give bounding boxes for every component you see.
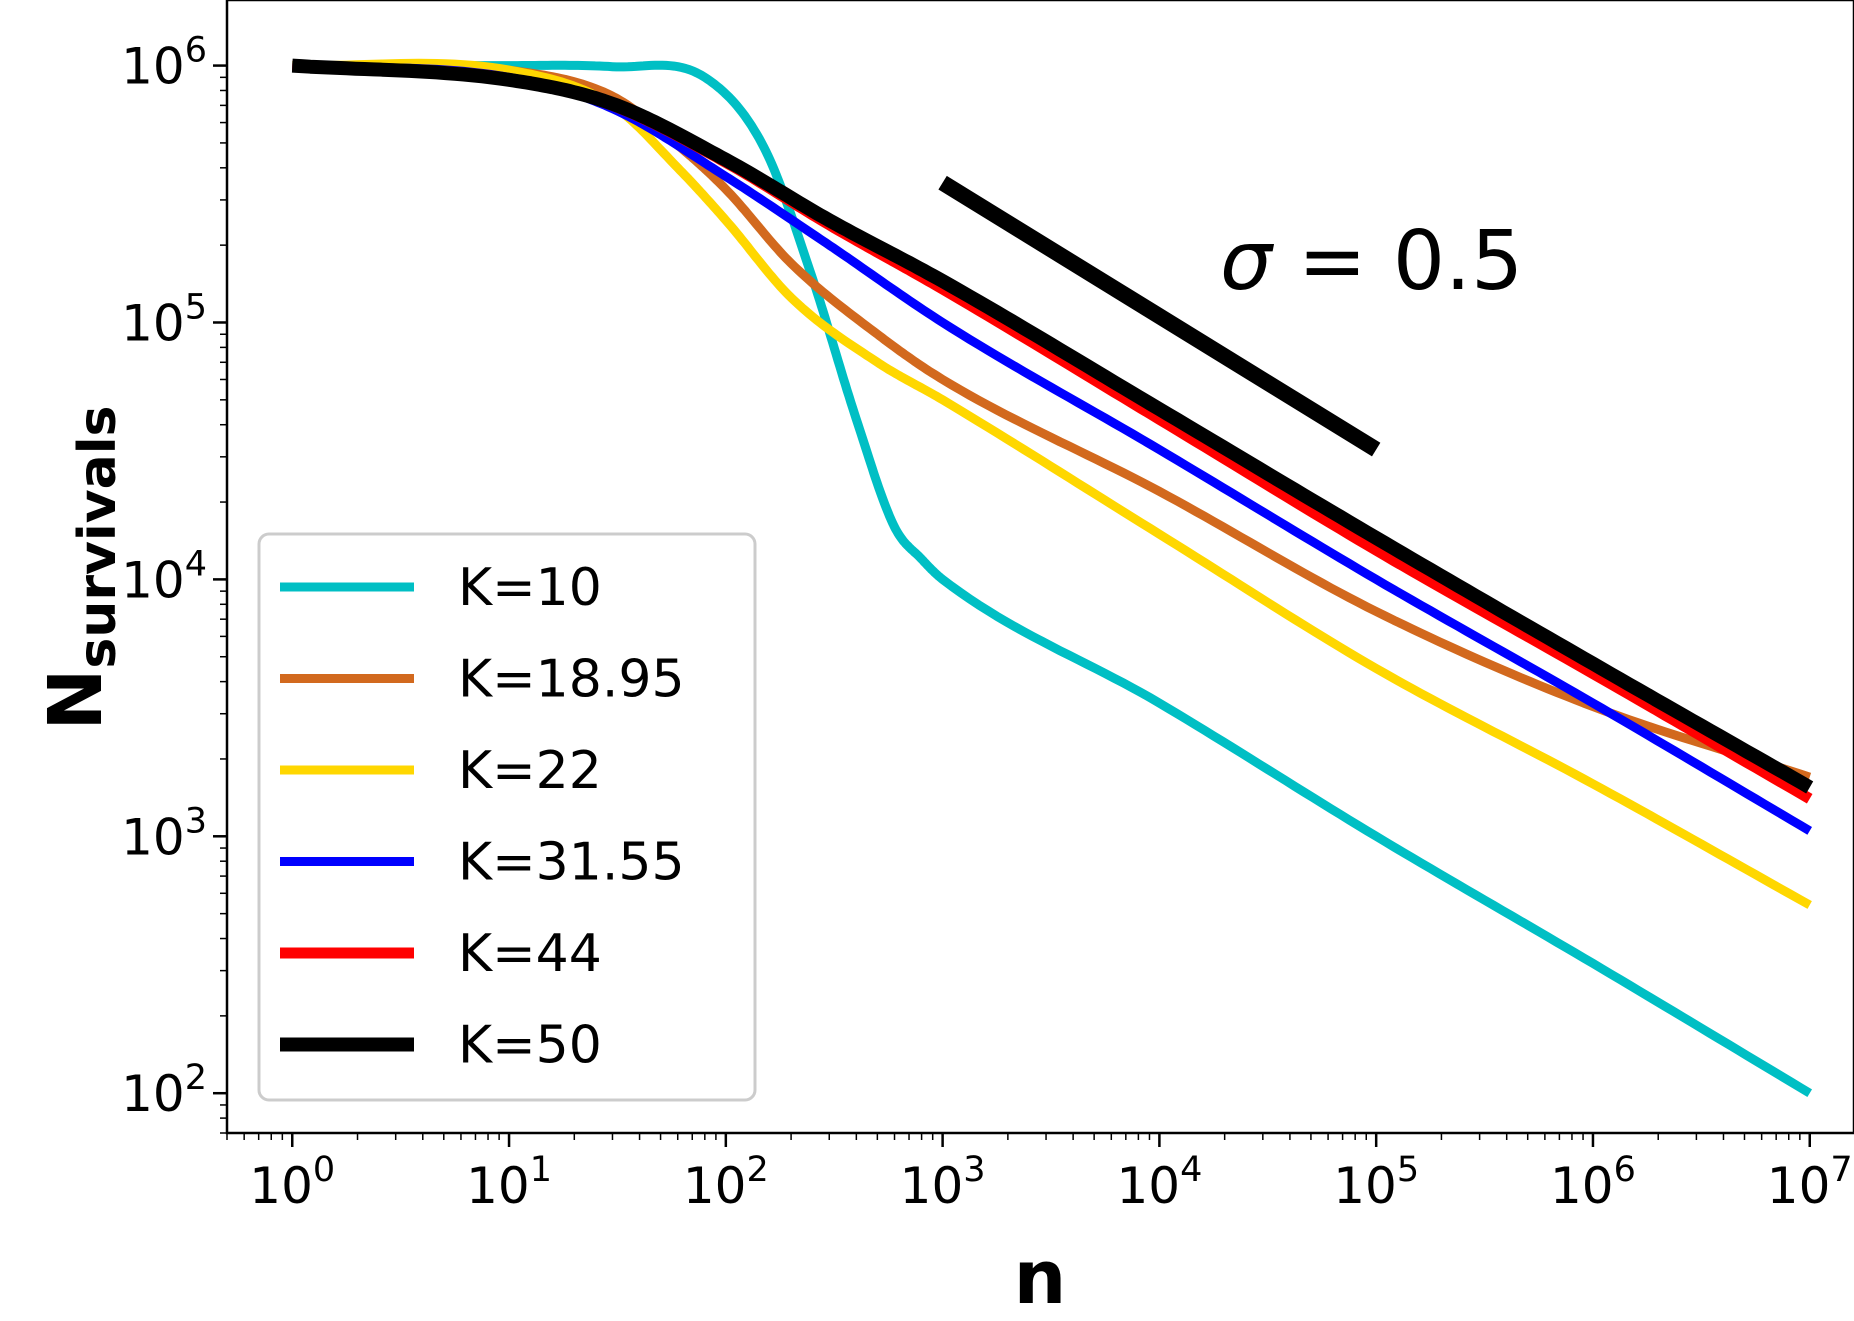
series-line-K=10: [292, 60, 1813, 1098]
y-tick-label-base: 10: [121, 38, 185, 96]
legend-label: K=31.55: [458, 833, 685, 893]
x-tick-label-exp: 3: [963, 1150, 985, 1190]
series-layer: [291, 58, 1814, 1098]
x-tick-label-exp: 7: [1830, 1150, 1852, 1190]
x-tick-label: 105: [1333, 1150, 1419, 1215]
x-tick-label: 103: [900, 1150, 986, 1215]
plot-frame: [225, 0, 1854, 1135]
y-tick-label-base: 10: [121, 294, 185, 352]
y-tick-label-exp: 6: [185, 31, 207, 71]
y-tick-label-exp: 4: [185, 544, 207, 584]
y-tick-label: 102: [121, 1058, 207, 1123]
x-tick-label: 101: [466, 1150, 552, 1215]
x-tick-label-base: 10: [1116, 1157, 1180, 1215]
x-tick-label-exp: 2: [746, 1150, 768, 1190]
y-tick-label-exp: 5: [185, 287, 207, 327]
y-axis-label: Nsurvivals: [33, 405, 128, 730]
x-tick-label: 100: [249, 1150, 335, 1215]
x-tick-label-exp: 1: [530, 1150, 552, 1190]
x-tick-label-base: 10: [249, 1157, 313, 1215]
legend-label: K=50: [458, 1016, 602, 1076]
legend-label: K=22: [458, 741, 602, 801]
legend-label: K=10: [458, 558, 602, 618]
x-tick-label-base: 10: [1333, 1157, 1397, 1215]
legend-label: K=18.95: [458, 650, 685, 710]
y-tick-label-exp: 3: [185, 801, 207, 841]
x-tick-label-exp: 6: [1614, 1150, 1636, 1190]
x-tick-label-base: 10: [900, 1157, 964, 1215]
x-axis-ticks: 100 101 102 103 104 105 106 107: [249, 1133, 1853, 1215]
series-line-K=50: [291, 58, 1814, 794]
sigma-symbol: σ: [1220, 214, 1272, 309]
y-tick-label-exp: 2: [185, 1058, 207, 1098]
y-axis-label-subscript: survivals: [68, 405, 128, 669]
y-tick-label: 105: [121, 287, 207, 352]
x-tick-label: 106: [1550, 1150, 1636, 1215]
x-tick-label-exp: 4: [1180, 1150, 1202, 1190]
y-tick-label: 103: [121, 801, 207, 866]
x-tick-label: 107: [1767, 1150, 1853, 1215]
series-line-K=18.95: [292, 60, 1812, 782]
legend: K=10 K=18.95 K=22 K=31.55 K=44 K=50: [257, 532, 757, 1102]
y-tick-label-base: 10: [121, 551, 185, 609]
sigma-value: = 0.5: [1271, 214, 1524, 309]
x-tick-label-base: 10: [466, 1157, 530, 1215]
x-tick-label: 102: [683, 1150, 769, 1215]
y-tick-label: 104: [121, 544, 207, 609]
x-tick-label-base: 10: [1550, 1157, 1614, 1215]
y-tick-label: 106: [121, 31, 207, 96]
reference-slope-line: [938, 175, 1381, 457]
x-tick-label-exp: 5: [1397, 1150, 1419, 1190]
x-axis-label: n: [1013, 1235, 1067, 1321]
sigma-annotation: σ = 0.5: [1220, 221, 1523, 303]
x-tick-label-exp: 0: [313, 1150, 335, 1190]
x-tick-label-base: 10: [683, 1157, 747, 1215]
legend-label: K=44: [458, 924, 602, 984]
x-tick-label: 104: [1116, 1150, 1202, 1215]
y-tick-label-base: 10: [121, 808, 185, 866]
y-tick-label-base: 10: [121, 1065, 185, 1123]
y-axis-label-main: N: [33, 668, 119, 731]
x-tick-label-base: 10: [1767, 1157, 1831, 1215]
